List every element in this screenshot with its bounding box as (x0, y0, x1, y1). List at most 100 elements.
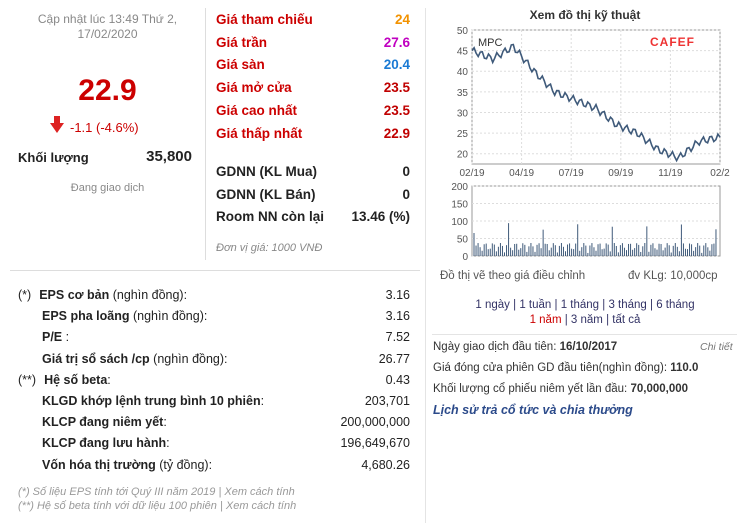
y-tick-label: 25 (457, 129, 469, 140)
price-label: Giá sàn (216, 57, 265, 73)
detail-link[interactable]: Chi tiết (700, 341, 733, 353)
down-arrow-icon (50, 115, 64, 133)
volume-tick-label: 100 (451, 217, 468, 228)
footnote-eps[interactable]: (*) Số liệu EPS tính tới Quý III năm 201… (18, 486, 295, 498)
footnote-beta[interactable]: (**) Hệ số beta tính với dữ liệu 100 phi… (18, 500, 297, 512)
range-option[interactable]: 1 ngày (475, 299, 510, 311)
divider (425, 8, 426, 523)
price-value: 27.6 (383, 34, 410, 50)
volume-label: Khối lượng (18, 150, 89, 165)
fundamental-label: KLGD khớp lệnh trung bình 10 phiên: (42, 394, 265, 408)
price-row: Giá tham chiếu 24 (216, 12, 410, 32)
price-chart[interactable]: 50 45 40 35 30 25 20 02/19 04/19 07/19 09/19 11/19 0… (430, 24, 740, 264)
fundamental-value: 0.43 (385, 372, 410, 387)
price-line (471, 43, 721, 163)
x-tick-label: 04/19 (509, 168, 534, 179)
chart-symbol: MPC (478, 37, 503, 49)
fundamental-row: (*) EPS cơ bản (nghìn đồng): 3.16 (18, 288, 410, 309)
fundamental-label: P/E : (42, 330, 70, 345)
fundamental-row: EPS pha loãng (nghìn đồng): 3.16 (18, 309, 410, 330)
last-updated: Cập nhật lúc 13:49 Thứ 2, 17/02/2020 (37, 12, 178, 41)
fundamental-value: 200,000,000 (340, 415, 410, 430)
y-tick-label: 50 (457, 26, 469, 37)
price-row: Giá mở cửa 23.5 (216, 80, 410, 100)
price-value: 23.5 (383, 80, 410, 96)
fundamental-label: (*) EPS cơ bản (nghìn đồng): (18, 288, 188, 302)
foreign-row: GDNN (KL Bán) 0 (216, 187, 410, 207)
fundamental-label: EPS pha loãng (nghìn đồng): (42, 309, 208, 324)
price-label: Giá tham chiếu (216, 12, 313, 27)
first-close-price: Giá đóng cửa phiên GD đầu tiên(nghìn đồn… (433, 362, 699, 374)
foreign-value: 0 (402, 186, 410, 202)
fundamental-row: KLGD khớp lệnh trung bình 10 phiên: 203,7… (18, 394, 410, 415)
volume-tick-label: 150 (451, 200, 468, 211)
volume-unit: đv KLg: 10,000cp (628, 270, 718, 282)
x-tick-label: 07/19 (559, 168, 584, 179)
fundamental-value: 7.52 (385, 330, 410, 345)
divider (10, 270, 420, 271)
fundamental-row: Giá trị sổ sách /cp (nghìn đồng): 26.77 (18, 352, 410, 373)
fundamental-row: P/E : 7.52 (18, 330, 410, 351)
x-tick-label: 11/19 (658, 168, 683, 179)
volume-value: 35,800 (146, 148, 192, 165)
price-row: Giá thấp nhất 22.9 (216, 126, 410, 146)
price-label: Giá thấp nhất (216, 125, 303, 141)
fundamental-row: KLCP đang niêm yết: 200,000,000 (18, 415, 410, 436)
first-trading-day: Ngày giao dịch đầu tiên: 16/10/2017 (433, 341, 618, 353)
divider (205, 8, 206, 260)
dividend-history-link[interactable]: Lịch sử trả cổ tức và chia thưởng (433, 403, 633, 417)
fundamental-row: KLCP đang lưu hành: 196,649,670 (18, 436, 410, 457)
price-label: Giá cao nhất (216, 102, 298, 118)
foreign-value: 13.46 (%) (351, 209, 410, 224)
y-tick-label: 20 (457, 150, 469, 161)
fundamental-value: 196,649,670 (340, 436, 410, 451)
fundamental-row: Vốn hóa thị trường (tỷ đồng): 4,680.26 (18, 458, 410, 479)
foreign-row: GDNN (KL Mua) 0 (216, 164, 410, 184)
divider (432, 334, 737, 335)
foreign-label: GDNN (KL Bán) (216, 186, 316, 202)
fundamental-label: Vốn hóa thị trường (tỷ đồng): (42, 457, 213, 472)
foreign-label: GDNN (KL Mua) (216, 164, 317, 179)
x-tick-label: 02/19 (459, 168, 484, 179)
fundamental-label: (**) Hệ số beta: (18, 372, 111, 387)
y-tick-label: 30 (457, 108, 469, 119)
range-option[interactable]: 6 tháng (656, 299, 695, 311)
fundamental-row: (**) Hệ số beta: 0.43 (18, 373, 410, 394)
price-change: -1.1 (-4.6%) (50, 115, 139, 135)
x-tick-label: 02/2 (710, 168, 730, 179)
cafef-logo: CAFEF (650, 35, 695, 49)
first-listed-volume: Khối lượng cổ phiếu niêm yết lần đầu: 70… (433, 383, 689, 395)
trading-status: Đang giao dịch (70, 182, 145, 194)
volume-tick-label: 200 (451, 182, 468, 193)
fundamental-label: KLCP đang niêm yết: (42, 415, 167, 430)
volume-tick-label: 50 (457, 235, 469, 246)
price-panel-frame (471, 29, 721, 165)
x-tick-label: 09/19 (608, 168, 633, 179)
foreign-row: Room NN còn lại 13.46 (%) (216, 209, 410, 229)
unit-note: Đơn vị giá: 1000 VNĐ (216, 242, 323, 254)
range-option[interactable]: 1 năm (529, 314, 562, 326)
volume-tick-label: 0 (462, 252, 468, 263)
price-label: Giá trần (216, 34, 268, 50)
price-row: Giá sàn 20.4 (216, 57, 410, 77)
range-option[interactable]: 3 tháng (608, 299, 647, 311)
price-change-value: -1.1 (-4.6%) (70, 120, 139, 135)
range-option[interactable]: 1 tháng (560, 299, 600, 311)
range-selector: 1 ngày | 1 tuần | 1 tháng | 3 tháng | 6 … (475, 299, 695, 326)
price-row: Giá cao nhất 23.5 (216, 103, 410, 123)
y-tick-label: 45 (457, 47, 469, 58)
price-label: Giá mở cửa (216, 80, 292, 96)
fundamental-label: Giá trị sổ sách /cp (nghìn đồng): (42, 351, 228, 366)
range-option[interactable]: 1 tuần (519, 299, 552, 311)
fundamental-label: KLCP đang lưu hành: (42, 436, 170, 451)
chart-caption: Đồ thị vẽ theo giá điều chỉnh (440, 270, 586, 282)
foreign-label: Room NN còn lại (216, 209, 325, 224)
price-row: Giá trần 27.6 (216, 35, 410, 55)
range-option[interactable]: 3 năm (570, 314, 603, 326)
range-option[interactable]: tất cả (612, 314, 641, 326)
price-value: 24 (394, 12, 410, 27)
y-tick-label: 35 (457, 88, 469, 99)
y-tick-label: 40 (457, 67, 469, 78)
chart-title[interactable]: Xem đồ thị kỹ thuật (529, 8, 641, 22)
fundamental-value: 26.77 (378, 351, 410, 366)
